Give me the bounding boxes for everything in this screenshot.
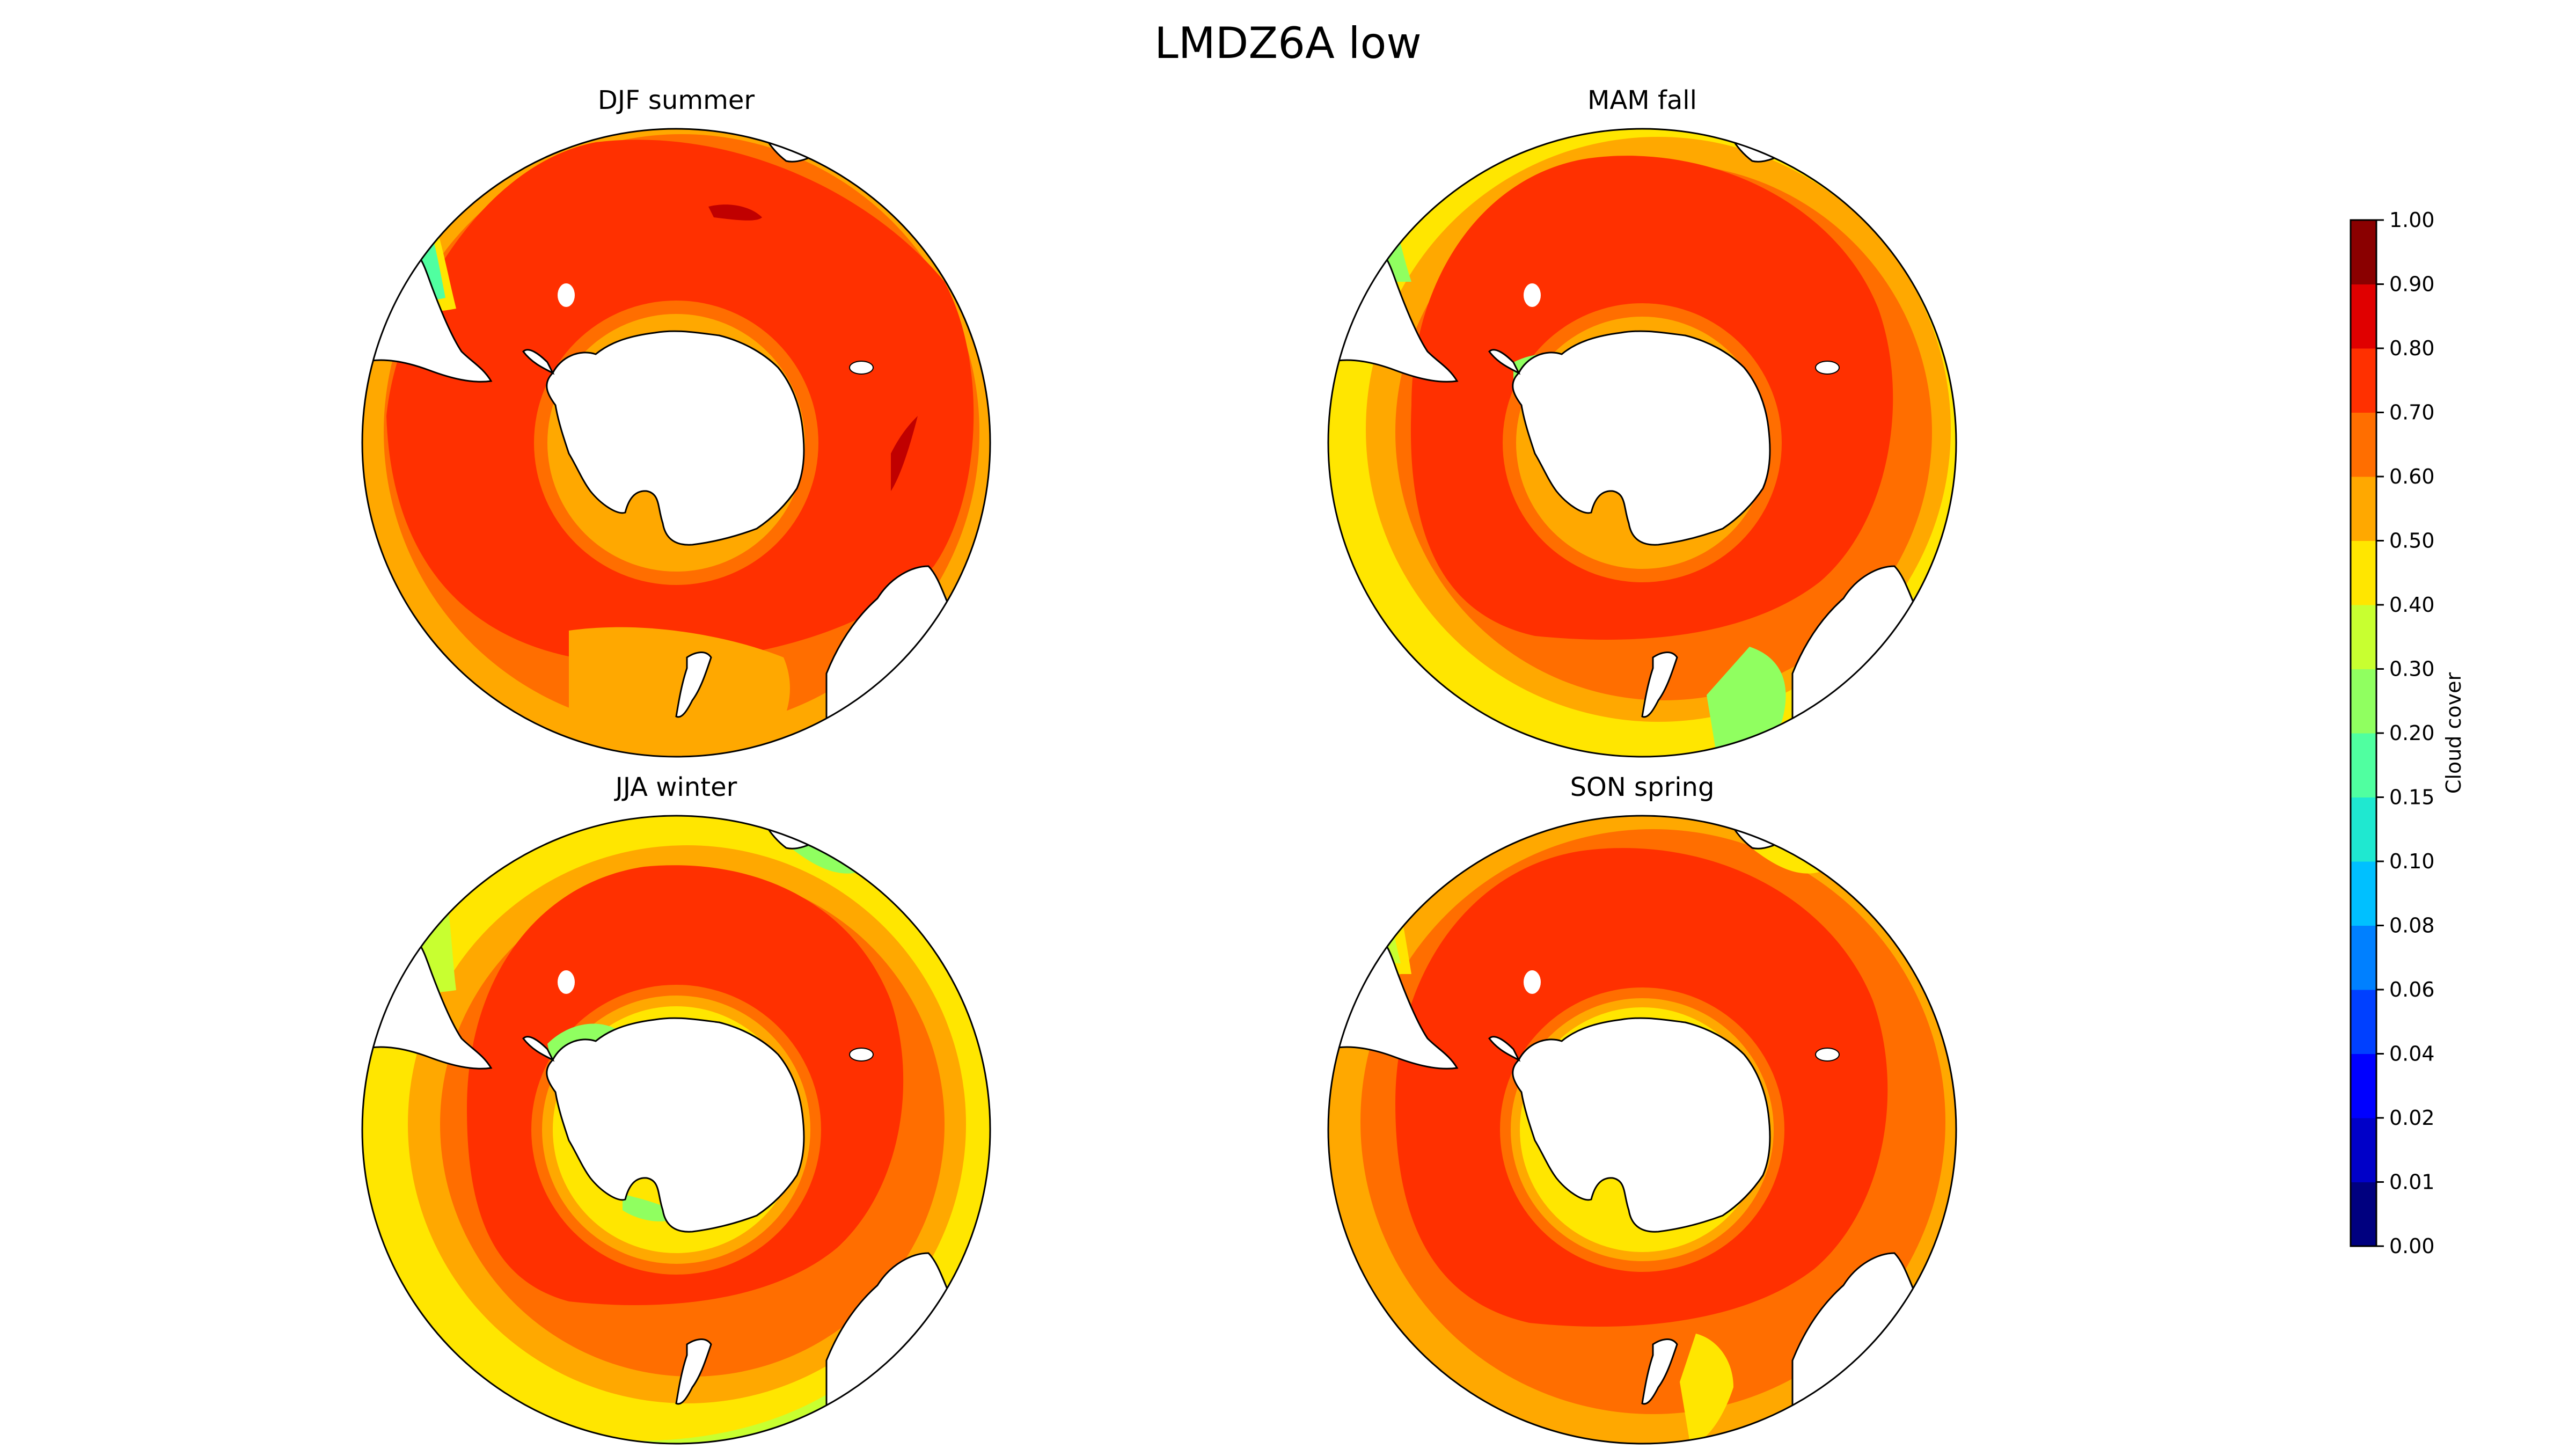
- colorbar-segment: [2351, 990, 2376, 1054]
- colorbar-tick-label: 0.02: [2389, 1106, 2435, 1130]
- panel-title: SON spring: [1570, 772, 1715, 802]
- colorbar-tick-label: 0.04: [2389, 1042, 2435, 1066]
- panel-title: DJF summer: [598, 85, 755, 115]
- colorbar-segment: [2351, 733, 2376, 797]
- ocean-band-amber: [569, 627, 790, 757]
- colorbar-segment: [2351, 1053, 2376, 1118]
- island: [558, 970, 575, 994]
- island: [1815, 1048, 1840, 1062]
- colorbar-segment: [2351, 540, 2376, 605]
- colorbar-segment: [2351, 605, 2376, 669]
- colorbar-tick-label: 0.80: [2389, 336, 2435, 360]
- colorbar-tick-label: 0.30: [2389, 657, 2435, 681]
- colorbar-ticks: 0.00 0.01 0.02 0.04 0.06 0.08 0.10 0.15 0.20 0.30…: [2376, 208, 2435, 1258]
- dark-red-patch: [891, 416, 918, 491]
- ocean-band-yellow: [1680, 1334, 1733, 1444]
- island: [1524, 283, 1541, 307]
- colorbar-segments: [2351, 220, 2376, 1247]
- colorbar-segment: [2351, 477, 2376, 541]
- panel-djf-summer: DJF summer: [361, 85, 991, 758]
- colorbar-tick-label: 0.00: [2389, 1234, 2435, 1258]
- colorbar-tick-label: 0.60: [2389, 465, 2435, 488]
- map-boundary: [1327, 128, 1957, 758]
- map-boundary: [1327, 815, 1957, 1445]
- colorbar-tick-label: 0.40: [2389, 593, 2435, 617]
- colorbar-tick-label: 0.08: [2389, 914, 2435, 938]
- colorbar-segment: [2351, 348, 2376, 413]
- panel-title: MAM fall: [1587, 85, 1697, 115]
- map-boundary: [361, 815, 991, 1445]
- panel-jja-winter: JJA winter: [361, 772, 991, 1445]
- panel-title: JJA winter: [614, 772, 737, 802]
- island: [849, 1048, 874, 1062]
- colorbar-segment: [2351, 925, 2376, 990]
- colorbar-segment: [2351, 412, 2376, 477]
- colorbar-segment: [2351, 797, 2376, 862]
- colorbar-tick-label: 0.15: [2389, 786, 2435, 809]
- map-field: [362, 129, 990, 757]
- panel-mam-fall: MAM fall: [1327, 85, 1957, 758]
- colorbar: 0.00 0.01 0.02 0.04 0.06 0.08 0.10 0.15 0.20 0.30…: [2350, 208, 2465, 1258]
- island: [849, 361, 874, 375]
- colorbar-segment: [2351, 284, 2376, 349]
- colorbar-tick-label: 0.50: [2389, 529, 2435, 553]
- colorbar-tick-label: 0.70: [2389, 401, 2435, 425]
- map-field: [362, 816, 990, 1444]
- figure-title: LMDZ6A low: [1154, 18, 1422, 68]
- colorbar-segment: [2351, 1182, 2376, 1247]
- colorbar-tick-label: 0.10: [2389, 850, 2435, 873]
- dark-red-patch: [708, 204, 762, 221]
- map-boundary: [361, 128, 991, 758]
- ocean-band-lime: [1342, 888, 1401, 963]
- island: [1815, 361, 1840, 375]
- colorbar-tick-label: 0.90: [2389, 273, 2435, 296]
- island: [558, 283, 575, 307]
- colorbar-segment: [2351, 220, 2376, 284]
- map-field: [1328, 129, 1956, 757]
- colorbar-segment: [2351, 1118, 2376, 1182]
- colorbar-tick-label: 0.06: [2389, 978, 2435, 1001]
- island: [1524, 970, 1541, 994]
- colorbar-segment: [2351, 669, 2376, 734]
- colorbar-segment: [2351, 861, 2376, 926]
- map-field: [1328, 816, 1956, 1444]
- colorbar-tick-label: 0.01: [2389, 1170, 2435, 1194]
- ocean-band-green: [1328, 185, 1411, 282]
- colorbar-tick-label: 0.20: [2389, 721, 2435, 745]
- colorbar-tick-label: 1.00: [2389, 208, 2435, 232]
- colorbar-label: Cloud cover: [2442, 672, 2465, 794]
- panel-son-spring: SON spring: [1327, 772, 1957, 1445]
